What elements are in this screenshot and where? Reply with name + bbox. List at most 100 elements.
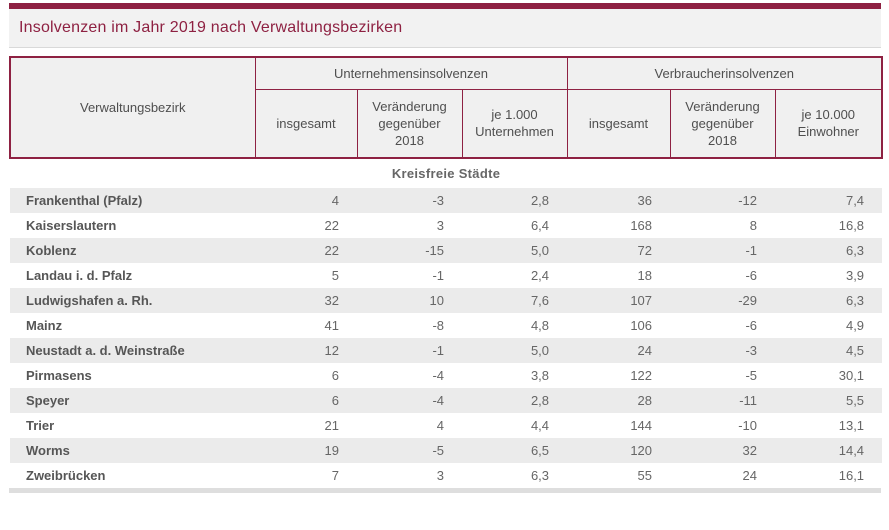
value-cell: 2,8 (462, 188, 568, 213)
value-cell: -5 (670, 363, 776, 388)
value-cell: 32 (670, 438, 776, 463)
value-cell: 32 (255, 288, 357, 313)
value-cell: -4 (357, 388, 462, 413)
value-cell: 2,4 (462, 263, 568, 288)
value-cell: 6,3 (775, 238, 883, 263)
value-cell: -15 (357, 238, 462, 263)
value-cell: 6 (255, 388, 357, 413)
table-body: Kreisfreie Städte Frankenthal (Pfalz) 4 -3… (10, 158, 883, 488)
insolvency-table: Verwaltungsbezirk Unternehmensinsolvenze… (9, 56, 884, 488)
value-cell: -4 (357, 363, 462, 388)
group-header-verbraucherinsolvenzen: Verbraucherinsolvenzen (566, 56, 884, 90)
value-cell: -8 (357, 313, 462, 338)
value-cell: 107 (567, 288, 671, 313)
value-cell: 3 (357, 463, 462, 488)
value-cell: 168 (567, 213, 671, 238)
table-row: Neustadt a. d. Weinstraße 12 -1 5,0 24 -3 4,5 (10, 338, 883, 363)
value-cell: 120 (567, 438, 671, 463)
table-row: Zweibrücken 7 3 6,3 55 24 16,1 (10, 463, 883, 488)
value-cell: 10 (357, 288, 462, 313)
value-cell: -3 (670, 338, 776, 363)
district-name: Trier (10, 413, 255, 438)
district-name: Koblenz (10, 238, 255, 263)
value-cell: 6,3 (775, 288, 883, 313)
value-cell: 4 (357, 413, 462, 438)
district-name: Pirmasens (10, 363, 255, 388)
value-cell: 4,9 (775, 313, 883, 338)
column-header-u-insgesamt: insgesamt (254, 88, 358, 159)
district-name: Speyer (10, 388, 255, 413)
value-cell: 12 (255, 338, 357, 363)
value-cell: 36 (567, 188, 671, 213)
value-cell: -12 (670, 188, 776, 213)
value-cell: -1 (670, 238, 776, 263)
value-cell: 22 (255, 213, 357, 238)
table-row: Koblenz 22 -15 5,0 72 -1 6,3 (10, 238, 883, 263)
district-name: Worms (10, 438, 255, 463)
value-cell: 5 (255, 263, 357, 288)
value-cell: 24 (670, 463, 776, 488)
value-cell: 7,6 (462, 288, 568, 313)
value-cell: -6 (670, 263, 776, 288)
table-row: Worms 19 -5 6,5 120 32 14,4 (10, 438, 883, 463)
district-name: Ludwigshafen a. Rh. (10, 288, 255, 313)
table-row: Speyer 6 -4 2,8 28 -11 5,5 (10, 388, 883, 413)
section-header-row: Kreisfreie Städte (10, 158, 883, 188)
value-cell: 21 (255, 413, 357, 438)
value-cell: 3 (357, 213, 462, 238)
column-header-u-veraenderung: Veränderung gegenüber 2018 (356, 88, 463, 159)
column-header-u-je-1000-unternehmen: je 1.000 Unternehmen (461, 88, 568, 159)
value-cell: 5,0 (462, 338, 568, 363)
group-header-row: Verwaltungsbezirk Unternehmensinsolvenze… (9, 56, 884, 159)
column-header-v-insgesamt: insgesamt (566, 88, 671, 159)
top-accent-bar (9, 3, 881, 9)
value-cell: 6 (255, 363, 357, 388)
value-cell: 7,4 (775, 188, 883, 213)
value-cell: 4 (255, 188, 357, 213)
value-cell: -1 (357, 338, 462, 363)
value-cell: 19 (255, 438, 357, 463)
value-cell: 4,4 (462, 413, 568, 438)
table-row: Ludwigshafen a. Rh. 32 10 7,6 107 -29 6,3 (10, 288, 883, 313)
value-cell: 28 (567, 388, 671, 413)
district-name: Zweibrücken (10, 463, 255, 488)
table-row: Pirmasens 6 -4 3,8 122 -5 30,1 (10, 363, 883, 388)
table-row: Mainz 41 -8 4,8 106 -6 4,9 (10, 313, 883, 338)
value-cell: -6 (670, 313, 776, 338)
value-cell: 72 (567, 238, 671, 263)
value-cell: 5,0 (462, 238, 568, 263)
value-cell: -1 (357, 263, 462, 288)
title-banner: Insolvenzen im Jahr 2019 nach Verwaltung… (9, 9, 881, 48)
value-cell: 3,9 (775, 263, 883, 288)
column-header-v-je-10000-einwohner: je 10.000 Einwohner (774, 88, 884, 159)
value-cell: 30,1 (775, 363, 883, 388)
value-cell: -10 (670, 413, 776, 438)
column-header-v-veraenderung: Veränderung gegenüber 2018 (669, 88, 776, 159)
value-cell: 2,8 (462, 388, 568, 413)
value-cell: 55 (567, 463, 671, 488)
table-header: Verwaltungsbezirk Unternehmensinsolvenze… (9, 56, 884, 159)
district-name: Neustadt a. d. Weinstraße (10, 338, 255, 363)
value-cell: 16,8 (775, 213, 883, 238)
value-cell: 18 (567, 263, 671, 288)
value-cell: 4,8 (462, 313, 568, 338)
value-cell: 13,1 (775, 413, 883, 438)
value-cell: 16,1 (775, 463, 883, 488)
group-header-unternehmensinsolvenzen: Unternehmensinsolvenzen (254, 56, 568, 90)
value-cell: 6,4 (462, 213, 568, 238)
sub-header-row: insgesamt Veränderung gegenüber 2018 je … (10, 88, 884, 159)
value-cell: 4,5 (775, 338, 883, 363)
table-row: Kaiserslautern 22 3 6,4 168 8 16,8 (10, 213, 883, 238)
next-row-cutoff-strip (9, 488, 881, 493)
value-cell: 41 (255, 313, 357, 338)
value-cell: 14,4 (775, 438, 883, 463)
district-name: Kaiserslautern (10, 213, 255, 238)
district-name: Mainz (10, 313, 255, 338)
value-cell: 8 (670, 213, 776, 238)
value-cell: -11 (670, 388, 776, 413)
value-cell: 6,3 (462, 463, 568, 488)
value-cell: -5 (357, 438, 462, 463)
table-row: Trier 21 4 4,4 144 -10 13,1 (10, 413, 883, 438)
value-cell: 144 (567, 413, 671, 438)
